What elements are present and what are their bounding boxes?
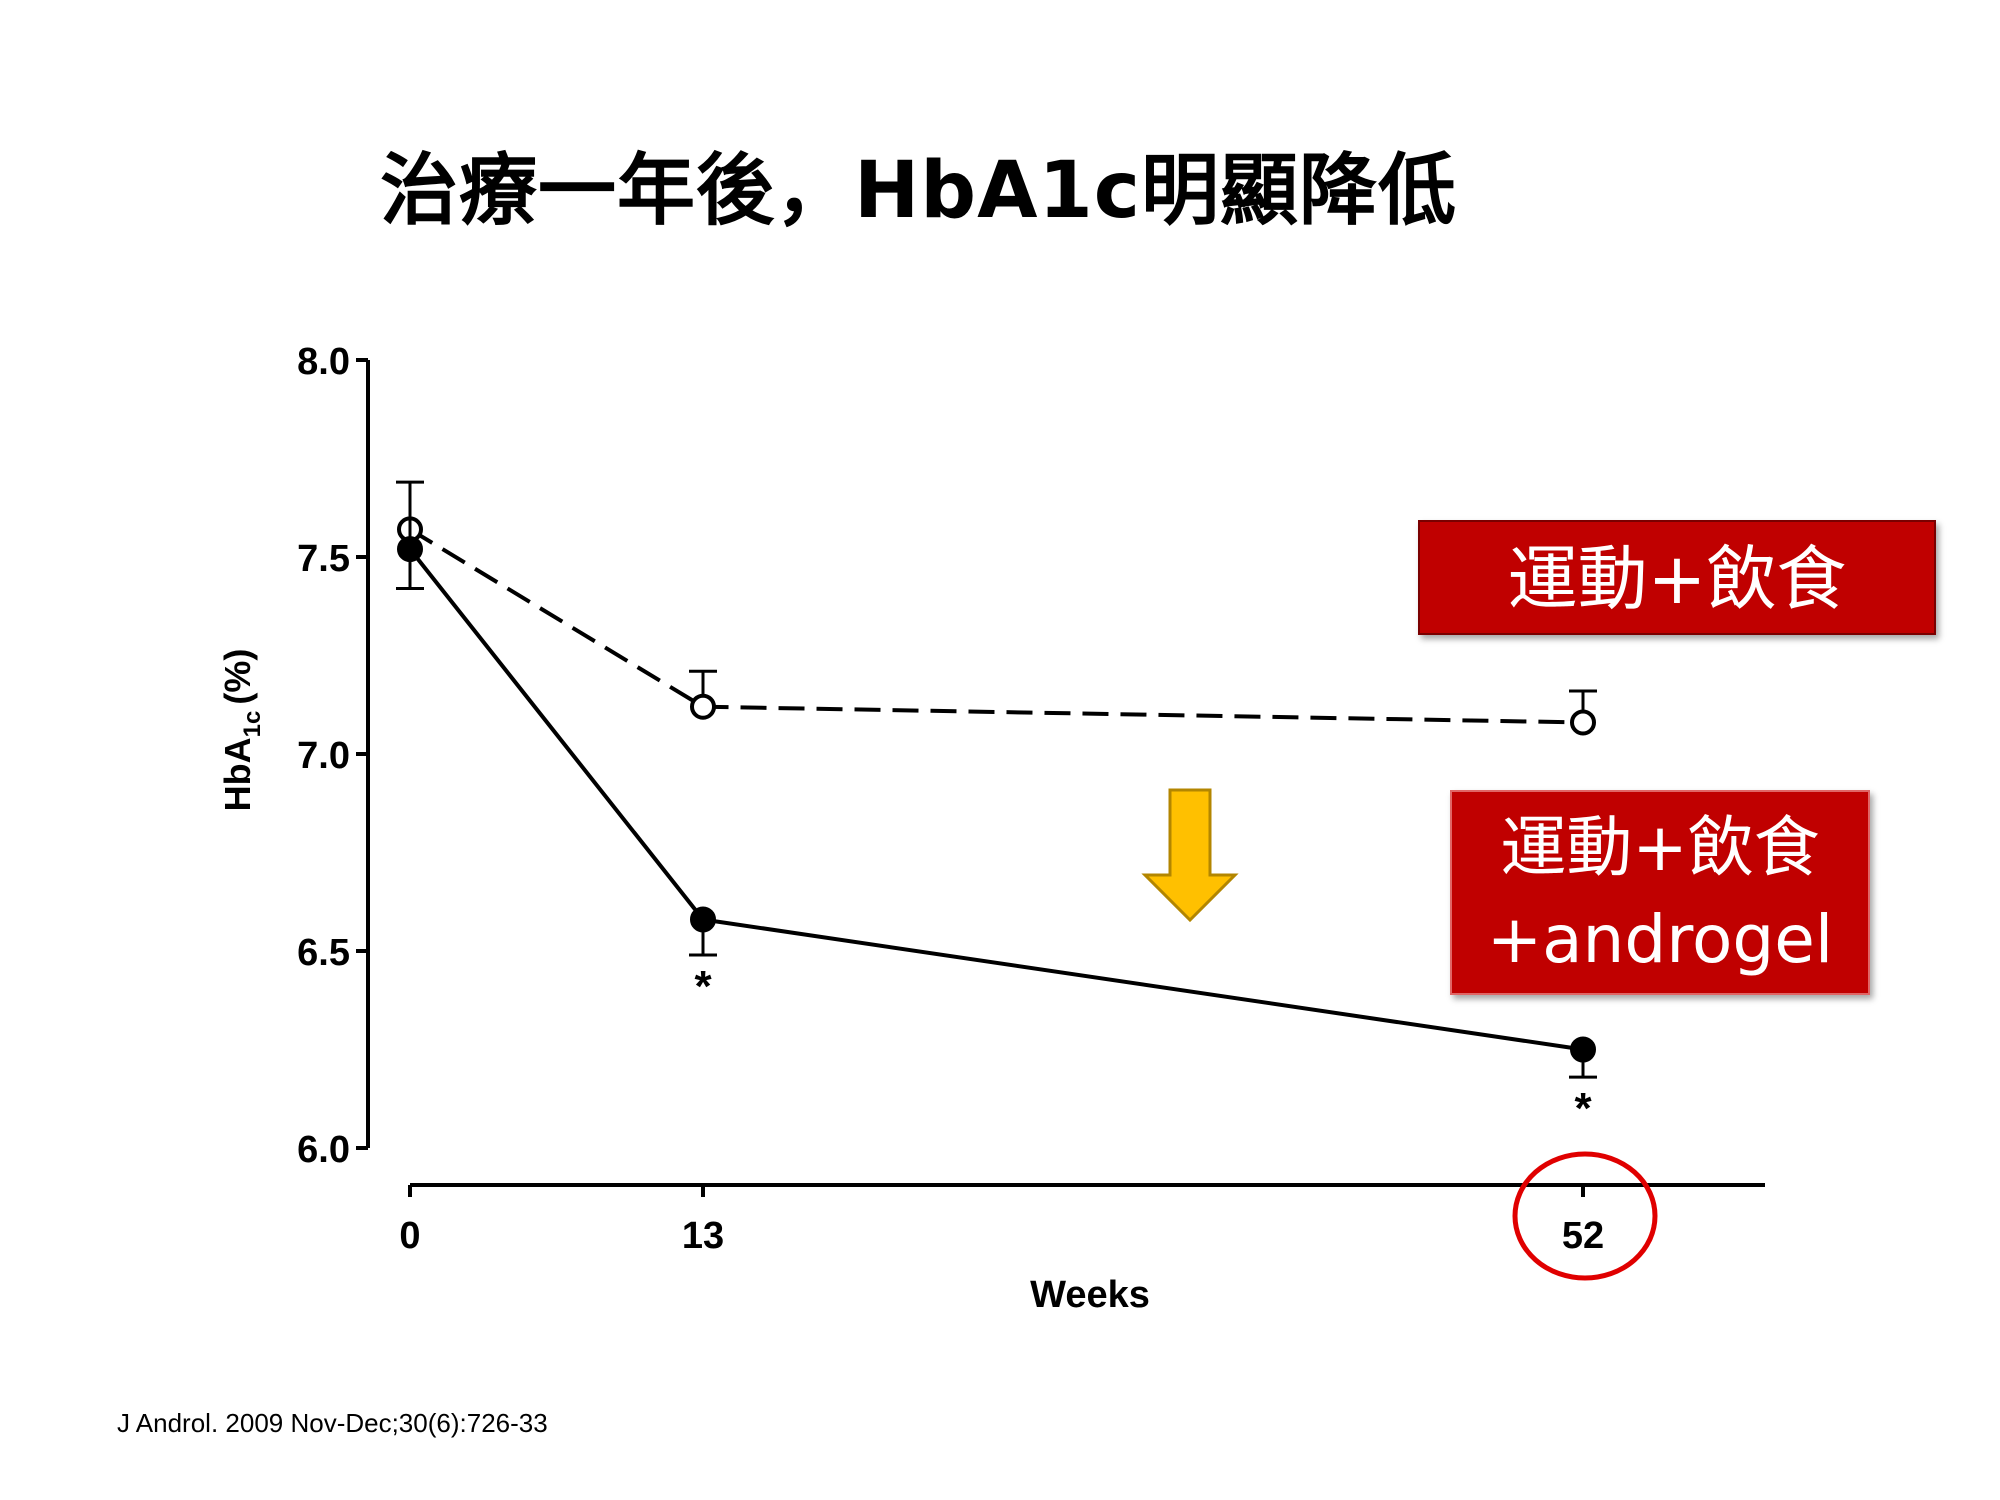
series-line-0 (408, 527, 1584, 725)
androgel-label-line2: +androgel (1486, 901, 1834, 978)
control-group-label: 運動+飲食 (1418, 520, 1936, 635)
y-axis: 6.0 6.5 7.0 7.5 8.0 (297, 341, 370, 1171)
data-point (1570, 1036, 1596, 1063)
data-point (690, 693, 716, 720)
series-line-1 (408, 547, 1584, 1052)
y-tick-label: 7.5 (297, 538, 350, 580)
week-52-highlight-circle (1512, 1151, 1658, 1281)
data-point (1570, 709, 1596, 736)
x-axis-label: Weeks (1030, 1274, 1150, 1316)
series-layer: ** (396, 480, 1597, 1133)
citation: J Androl. 2009 Nov-Dec;30(6):726-33 (117, 1408, 548, 1438)
x-axis: 0 13 52 (399, 1183, 1765, 1257)
y-axis-label: HbA1c (%) (217, 649, 266, 812)
androgel-group-label: 運動+飲食 +androgel (1450, 790, 1870, 995)
slide-title: 治療一年後，HbA1c明顯降低 (380, 146, 1457, 236)
y-axis-label-sub: 1c (239, 711, 266, 738)
x-tick-label: 0 (399, 1215, 420, 1257)
y-tick-label: 6.5 (297, 932, 350, 974)
down-arrow-icon (1141, 788, 1239, 923)
x-tick-label: 13 (682, 1215, 724, 1257)
data-point (690, 906, 716, 933)
y-axis-label-main: HbA (217, 737, 258, 811)
y-axis-label-unit: (%) (217, 649, 258, 705)
significance-marker: * (694, 962, 712, 1011)
y-tick-label: 7.0 (297, 735, 350, 777)
y-tick-label: 8.0 (297, 341, 350, 383)
y-tick-label: 6.0 (297, 1129, 350, 1171)
x-tick-label: 52 (1562, 1215, 1604, 1257)
data-point (397, 536, 423, 563)
androgel-label-line1: 運動+飲食 (1500, 809, 1820, 886)
significance-marker: * (1574, 1084, 1592, 1133)
